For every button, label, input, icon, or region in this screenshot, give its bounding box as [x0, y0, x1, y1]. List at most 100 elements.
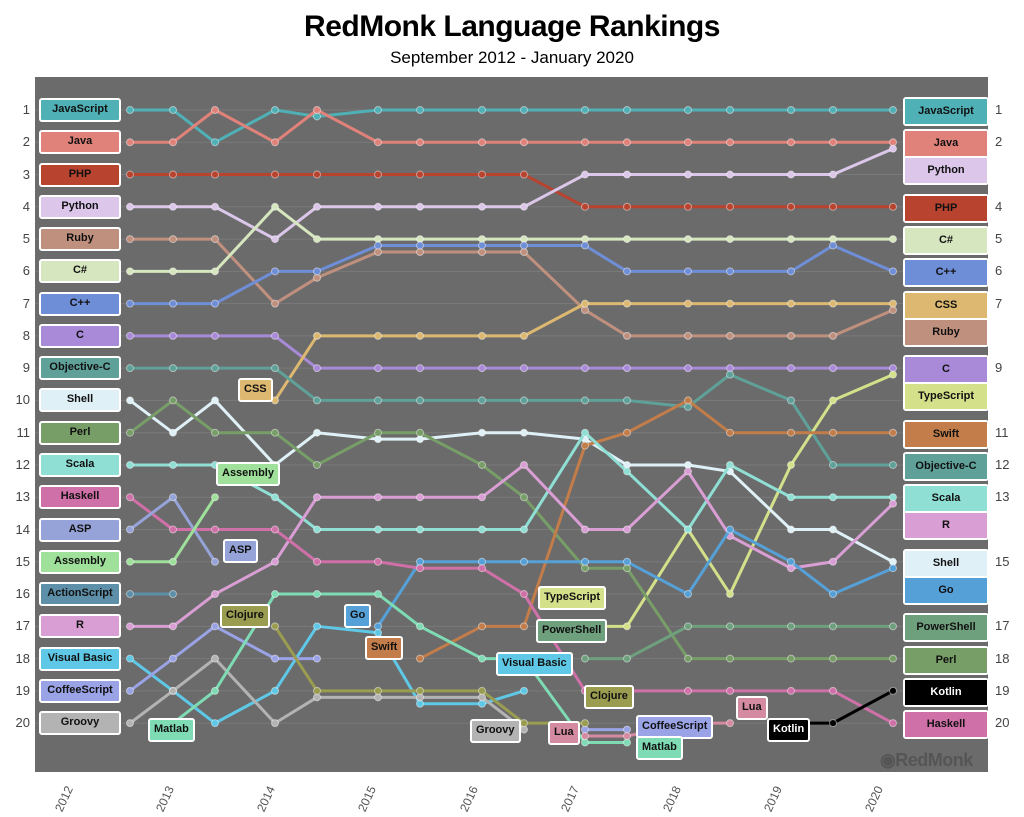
data-point	[520, 241, 528, 250]
data-point	[581, 525, 589, 534]
data-point	[271, 428, 279, 437]
right-series-label: C TypeScript	[903, 355, 989, 412]
left-series-label: C++	[39, 291, 121, 316]
inline-series-label: Matlab	[148, 718, 195, 742]
data-point	[787, 493, 795, 502]
data-point	[684, 170, 692, 179]
data-point	[478, 428, 486, 437]
data-point	[581, 441, 589, 450]
data-point	[416, 557, 424, 566]
data-point	[889, 267, 897, 276]
data-point	[169, 235, 177, 244]
left-series-label: PHP	[39, 162, 121, 187]
data-point	[581, 106, 589, 114]
data-point	[271, 202, 279, 211]
y-tick-label: 9	[22, 360, 30, 376]
data-point	[211, 138, 219, 147]
data-point	[581, 235, 589, 244]
data-point	[520, 725, 528, 734]
data-point	[684, 202, 692, 211]
data-point	[889, 564, 897, 573]
data-point	[520, 622, 528, 631]
data-point	[416, 686, 424, 695]
data-point	[478, 564, 486, 573]
data-point	[889, 106, 897, 114]
right-label-entry: C++	[905, 260, 987, 286]
y-tick-label: 6	[995, 263, 1003, 279]
data-point	[478, 686, 486, 695]
data-point	[416, 138, 424, 147]
y-tick-label: 7	[995, 295, 1003, 311]
data-point	[684, 138, 692, 147]
data-point	[478, 241, 486, 250]
left-series-label: Objective-C	[39, 356, 121, 381]
data-point	[623, 622, 631, 631]
data-point	[520, 331, 528, 340]
data-point	[169, 396, 177, 405]
data-point	[313, 202, 321, 211]
data-point	[416, 435, 424, 444]
right-label-entry: Haskell	[905, 712, 987, 738]
series-line	[585, 624, 893, 661]
data-point	[581, 306, 589, 315]
y-tick-label: 19	[995, 682, 1010, 698]
data-point	[889, 144, 897, 153]
data-point	[374, 202, 382, 211]
left-series-label: C#	[39, 259, 121, 284]
data-point	[829, 719, 837, 728]
data-point	[313, 693, 321, 702]
data-point	[787, 138, 795, 147]
data-point	[889, 370, 897, 379]
data-point	[520, 493, 528, 502]
data-point	[126, 428, 134, 437]
data-point	[416, 241, 424, 250]
data-point	[787, 428, 795, 437]
data-point	[787, 299, 795, 308]
data-point	[684, 267, 692, 276]
data-point	[478, 493, 486, 502]
data-point	[126, 557, 134, 566]
data-point	[623, 564, 631, 573]
data-point	[889, 557, 897, 566]
data-point	[520, 686, 528, 695]
right-label-entry: Python	[905, 158, 987, 184]
data-point	[416, 493, 424, 502]
data-point	[581, 396, 589, 405]
data-point	[374, 170, 382, 179]
series-line	[130, 244, 894, 306]
data-point	[581, 654, 589, 663]
right-series-label: Scala R	[903, 484, 989, 541]
y-tick-label: 20	[995, 715, 1010, 731]
left-series-label: Haskell	[39, 485, 121, 510]
series-line	[172, 592, 627, 744]
right-series-label: Swift	[903, 419, 989, 449]
data-point	[581, 364, 589, 373]
right-label-entry: Shell	[905, 550, 987, 578]
right-label-entry: R	[905, 513, 987, 539]
data-point	[684, 106, 692, 114]
data-point	[271, 557, 279, 566]
data-point	[623, 525, 631, 534]
data-point	[169, 686, 177, 695]
inline-series-label: Lua	[548, 721, 580, 745]
right-series-label: JavaScript	[903, 97, 989, 126]
data-point	[889, 202, 897, 211]
data-point	[478, 170, 486, 179]
data-point	[211, 493, 219, 502]
data-point	[126, 106, 134, 114]
data-point	[478, 525, 486, 534]
right-label-entry: Objective-C	[905, 453, 987, 479]
right-label-entry: C	[905, 357, 987, 385]
data-point	[374, 493, 382, 502]
data-point	[126, 525, 134, 534]
data-point	[726, 525, 734, 534]
y-tick-label: 6	[22, 263, 30, 279]
data-point	[313, 170, 321, 179]
data-point	[313, 493, 321, 502]
data-point	[520, 396, 528, 405]
data-point	[520, 557, 528, 566]
data-point	[623, 654, 631, 663]
data-point	[581, 299, 589, 308]
data-point	[313, 460, 321, 469]
